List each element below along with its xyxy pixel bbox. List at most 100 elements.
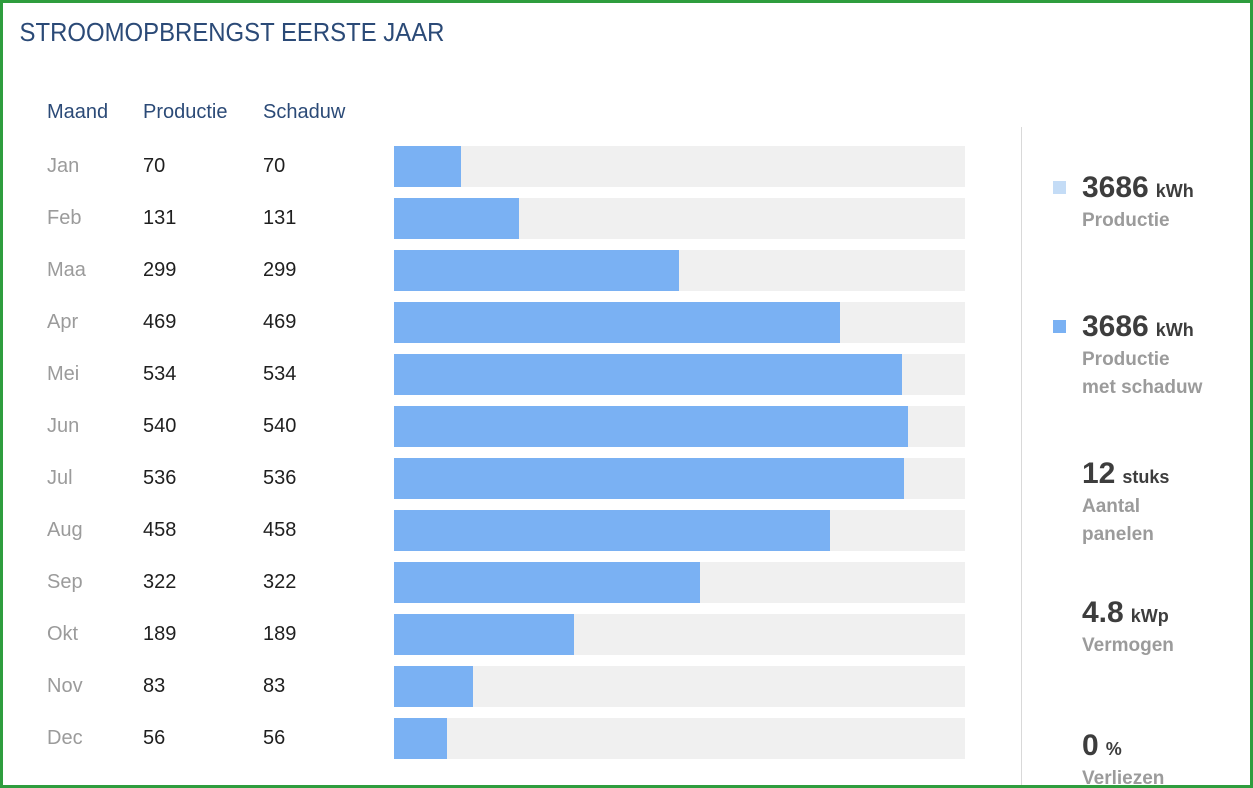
stat-value: 3686 — [1082, 310, 1149, 343]
month-label: Apr — [47, 311, 79, 333]
stat-unit: kWh — [1155, 320, 1194, 340]
stat-unit: stuks — [1122, 467, 1170, 487]
bar-fill — [394, 302, 841, 343]
stat-value-line: 0 % — [1082, 730, 1204, 762]
table-row: Maa 299 299 — [47, 250, 965, 291]
schaduw-value: 83 — [263, 675, 286, 697]
legend-swatch — [1053, 181, 1066, 194]
bar-track — [394, 666, 965, 707]
bar-fill — [394, 250, 679, 291]
table-row: Jun 540 540 — [47, 406, 965, 447]
monthly-production-chart: Maand Productie Schaduw Jan 70 70 Feb 13… — [3, 48, 965, 785]
month-label: Aug — [47, 519, 83, 541]
productie-value: 299 — [143, 259, 177, 281]
productie-value: 540 — [143, 415, 177, 437]
month-label: Jun — [47, 415, 80, 437]
bar-track — [394, 406, 965, 447]
table-row: Jan 70 70 — [47, 146, 965, 187]
schaduw-value: 131 — [263, 207, 297, 229]
schaduw-value: 322 — [263, 571, 297, 593]
table-rows: Jan 70 70 Feb 131 131 Maa 299 299 Apr 46… — [47, 146, 965, 759]
bar-fill — [394, 458, 905, 499]
stat-block: 4.8 kWp Vermogen — [1053, 597, 1250, 660]
stat-text: 12 stuks Aantal panelen — [1082, 458, 1204, 549]
bar-fill — [394, 354, 903, 395]
month-label: Nov — [47, 675, 83, 697]
productie-value: 458 — [143, 519, 177, 541]
productie-value: 189 — [143, 623, 177, 645]
stat-unit: kWh — [1155, 181, 1194, 201]
productie-value: 83 — [143, 675, 166, 697]
bar-track — [394, 458, 965, 499]
stat-unit: % — [1105, 739, 1122, 759]
stat-value-line: 12 stuks — [1082, 458, 1204, 490]
stat-text: 4.8 kWp Vermogen — [1082, 597, 1204, 660]
stat-block: 0 % Verliezen — [1053, 730, 1250, 788]
month-label: Sep — [47, 571, 83, 593]
schaduw-value: 189 — [263, 623, 297, 645]
bar-track — [394, 510, 965, 551]
month-label: Jan — [47, 155, 80, 177]
table-row: Aug 458 458 — [47, 510, 965, 551]
bar-fill — [394, 666, 473, 707]
productie-value: 322 — [143, 571, 177, 593]
schaduw-value: 469 — [263, 311, 297, 333]
table-header-row: Maand Productie Schaduw — [47, 100, 965, 124]
bar-track — [394, 302, 965, 343]
stat-label: Aantal panelen — [1082, 496, 1154, 545]
stat-block: 12 stuks Aantal panelen — [1053, 458, 1250, 549]
stat-label: Verliezen — [1082, 768, 1165, 788]
stat-block: 3686 kWh Productie met schaduw — [1053, 311, 1250, 402]
bar-track — [394, 562, 965, 603]
bar-fill — [394, 146, 461, 187]
schaduw-value: 299 — [263, 259, 297, 281]
bar-fill — [394, 562, 701, 603]
bar-fill — [394, 614, 574, 655]
stat-value: 12 — [1082, 457, 1116, 490]
table-row: Dec 56 56 — [47, 718, 965, 759]
bar-track — [394, 198, 965, 239]
stat-value-line: 3686 kWh — [1082, 172, 1204, 204]
month-label: Okt — [47, 623, 79, 645]
stat-value: 4.8 — [1082, 596, 1124, 629]
column-header-schaduw: Schaduw — [263, 101, 346, 123]
productie-value: 56 — [143, 727, 166, 749]
table-row: Mei 534 534 — [47, 354, 965, 395]
productie-value: 536 — [143, 467, 177, 489]
table-row: Sep 322 322 — [47, 562, 965, 603]
table-row: Apr 469 469 — [47, 302, 965, 343]
bar-fill — [394, 718, 448, 759]
stat-value: 3686 — [1082, 171, 1149, 204]
bar-track — [394, 250, 965, 291]
stat-value-line: 3686 kWh — [1082, 311, 1204, 343]
bar-track — [394, 146, 965, 187]
table-row: Feb 131 131 — [47, 198, 965, 239]
stat-list: 3686 kWh Productie 3686 kWh Productie me… — [1053, 172, 1250, 788]
table-row: Jul 536 536 — [47, 458, 965, 499]
bar-fill — [394, 510, 830, 551]
stat-label: Productie met schaduw — [1082, 349, 1203, 398]
bar-fill — [394, 198, 519, 239]
schaduw-value: 534 — [263, 363, 297, 385]
stat-value-line: 4.8 kWp — [1082, 597, 1204, 629]
column-header-maand: Maand — [47, 101, 109, 123]
bar-track — [394, 354, 965, 395]
stat-unit: kWp — [1130, 606, 1169, 626]
legend-swatch — [1053, 320, 1066, 333]
main-area: Maand Productie Schaduw Jan 70 70 Feb 13… — [3, 48, 1250, 788]
month-label: Mei — [47, 363, 80, 385]
bar-fill — [394, 406, 908, 447]
table-row: Okt 189 189 — [47, 614, 965, 655]
productie-value: 469 — [143, 311, 177, 333]
schaduw-value: 540 — [263, 415, 297, 437]
stat-block: 3686 kWh Productie — [1053, 172, 1250, 235]
schaduw-value: 56 — [263, 727, 286, 749]
bar-track — [394, 718, 965, 759]
schaduw-value: 458 — [263, 519, 297, 541]
productie-value: 534 — [143, 363, 177, 385]
productie-value: 131 — [143, 207, 177, 229]
month-label: Maa — [47, 259, 86, 281]
stat-text: 0 % Verliezen — [1082, 730, 1204, 788]
table-row: Nov 83 83 — [47, 666, 965, 707]
